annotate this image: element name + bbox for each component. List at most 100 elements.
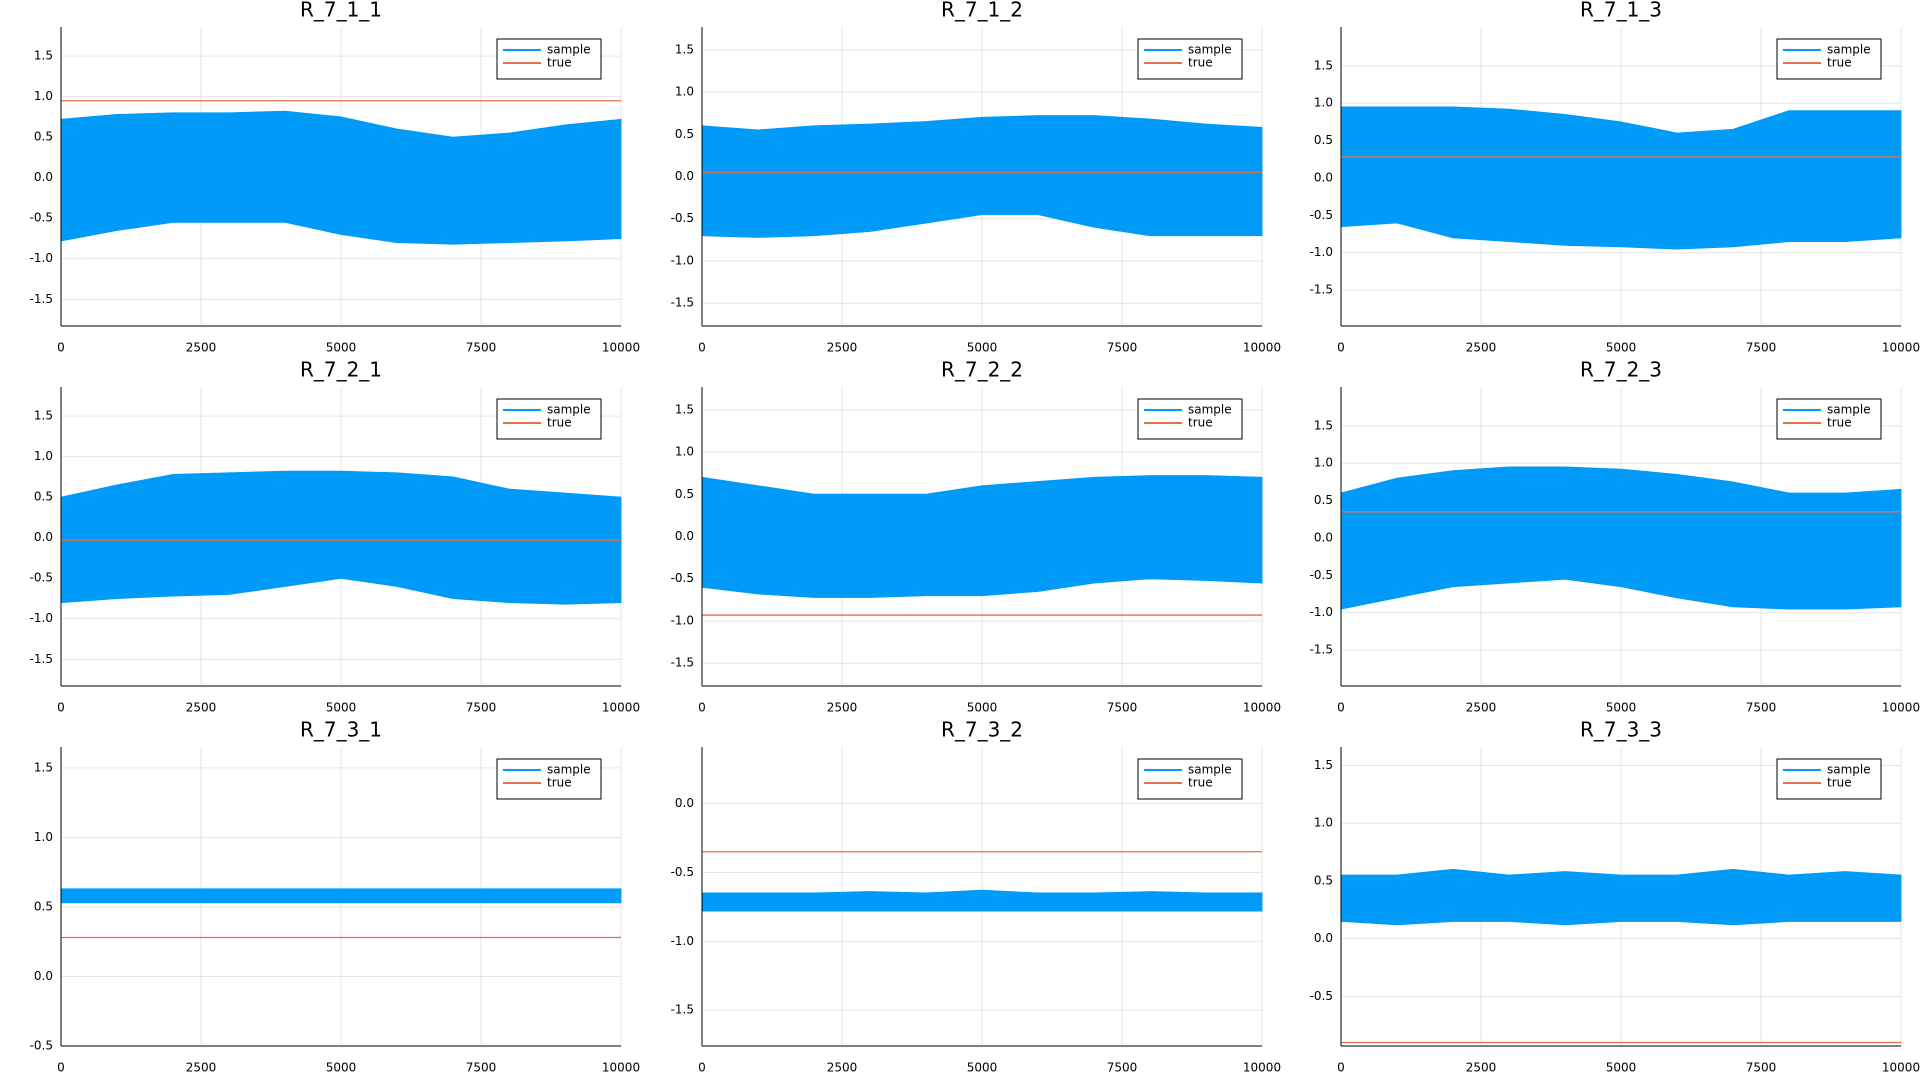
subplot-title: R_7_1_2: [941, 0, 1023, 22]
x-tick-label: 5000: [1606, 701, 1637, 715]
y-tick-label: 1.5: [675, 402, 694, 416]
y-tick-label: -0.5: [1310, 568, 1333, 582]
y-tick-label: 0.5: [1314, 133, 1333, 147]
legend-box: [496, 38, 602, 80]
y-tick-label: 0.0: [1314, 530, 1333, 544]
legend-box: [1776, 38, 1882, 80]
y-tick-label: -0.5: [671, 865, 694, 879]
legend-label: sample: [547, 763, 591, 777]
legend-box: [1137, 398, 1243, 440]
x-tick-label: 2500: [827, 341, 858, 355]
x-tick-label: 5000: [326, 701, 357, 715]
y-tick-label: -1.5: [30, 652, 53, 666]
y-tick-label: -1.0: [671, 253, 694, 267]
y-tick-label: -0.5: [30, 571, 53, 585]
y-tick-label: -1.5: [1310, 643, 1333, 657]
legend-box: [496, 758, 602, 800]
y-tick-label: -1.0: [671, 934, 694, 948]
x-tick-label: 5000: [967, 701, 998, 715]
subplot: R_7_3_3 0 2500 5000 7500 10000 -0.5 0.0 0.5 1.0 1.…: [1310, 718, 1920, 1075]
legend-box: [1137, 758, 1243, 800]
subplot: R_7_1_2 0 2500 5000 7500 10000 -1.5 -1.0 -0.5 0.0…: [671, 0, 1282, 355]
y-tick-label: -1.5: [30, 292, 53, 306]
sample-band: [60, 888, 622, 904]
y-tick-label: 1.5: [34, 409, 53, 423]
y-tick-label: 0.5: [34, 490, 53, 504]
x-tick-label: 5000: [967, 341, 998, 355]
y-tick-label: -1.5: [671, 296, 694, 310]
legend-label: true: [1188, 56, 1213, 70]
x-tick-label: 7500: [466, 1061, 497, 1075]
subplot-title: R_7_2_1: [300, 358, 382, 382]
sample-band: [60, 110, 622, 245]
x-tick-label: 10000: [602, 701, 640, 715]
x-tick-label: 10000: [602, 1061, 640, 1075]
subplot-title: R_7_2_3: [1580, 358, 1662, 382]
subplot: R_7_2_2 0 2500 5000 7500 10000 -1.5 -1.0 -0.5 0.0…: [671, 358, 1282, 715]
y-tick-label: 0.5: [1314, 873, 1333, 887]
y-tick-label: -1.5: [1310, 283, 1333, 297]
x-tick-label: 7500: [1107, 1061, 1138, 1075]
x-tick-label: 7500: [1746, 341, 1777, 355]
y-tick-label: 1.0: [675, 85, 694, 99]
y-tick-label: 1.5: [34, 49, 53, 63]
sample-band: [701, 889, 1263, 912]
x-tick-label: 0: [1337, 341, 1345, 355]
y-tick-label: 0.0: [1314, 170, 1333, 184]
subplot-title: R_7_3_1: [300, 718, 382, 742]
y-tick-label: 1.5: [1314, 58, 1333, 72]
x-tick-label: 5000: [967, 1061, 998, 1075]
legend-label: sample: [1188, 43, 1232, 57]
x-tick-label: 10000: [1243, 701, 1281, 715]
legend-box: [496, 398, 602, 440]
y-tick-label: 0.0: [1314, 931, 1333, 945]
y-tick-label: -1.5: [671, 656, 694, 670]
x-tick-label: 2500: [1466, 341, 1497, 355]
y-tick-label: 0.0: [675, 529, 694, 543]
x-tick-label: 2500: [1466, 1061, 1497, 1075]
legend-label: true: [1827, 56, 1852, 70]
y-tick-label: 1.5: [34, 760, 53, 774]
y-tick-label: -0.5: [30, 211, 53, 225]
x-tick-label: 2500: [186, 341, 217, 355]
y-tick-label: -1.5: [671, 1003, 694, 1017]
y-tick-label: 0.5: [34, 899, 53, 913]
y-tick-label: -1.0: [1310, 605, 1333, 619]
x-tick-label: 0: [698, 341, 706, 355]
x-tick-label: 7500: [1746, 701, 1777, 715]
x-tick-label: 7500: [466, 341, 497, 355]
x-tick-label: 7500: [1107, 341, 1138, 355]
subplot: R_7_1_3 0 2500 5000 7500 10000 -1.5 -1.0 -0.5 0.0…: [1310, 0, 1920, 355]
x-tick-label: 5000: [1606, 1061, 1637, 1075]
y-tick-label: -0.5: [30, 1039, 53, 1053]
subplot: R_7_2_1 0 2500 5000 7500 10000 -1.5 -1.0 -0.5 0.0…: [30, 358, 641, 715]
y-tick-label: 0.0: [34, 969, 53, 983]
legend-label: sample: [1827, 403, 1871, 417]
x-tick-label: 0: [698, 1061, 706, 1075]
y-tick-label: 0.0: [34, 530, 53, 544]
legend-box: [1776, 758, 1882, 800]
y-tick-label: 0.5: [34, 130, 53, 144]
y-tick-label: 1.5: [1314, 418, 1333, 432]
x-tick-label: 0: [1337, 701, 1345, 715]
x-tick-label: 7500: [466, 701, 497, 715]
legend-label: sample: [547, 43, 591, 57]
subplot-title: R_7_2_2: [941, 358, 1023, 382]
subplot-title: R_7_1_3: [1580, 0, 1662, 22]
sample-band: [60, 470, 622, 605]
y-tick-label: -1.0: [30, 611, 53, 625]
subplot-title: R_7_3_2: [941, 718, 1023, 742]
subplot: R_7_3_1 0 2500 5000 7500 10000 -0.5 0.0 0.5 1.0 1.…: [30, 718, 641, 1075]
legend-box: [1776, 398, 1882, 440]
sample-band: [701, 115, 1263, 238]
x-tick-label: 0: [57, 341, 65, 355]
legend-label: true: [547, 56, 572, 70]
x-tick-label: 2500: [827, 1061, 858, 1075]
x-tick-label: 2500: [186, 1061, 217, 1075]
